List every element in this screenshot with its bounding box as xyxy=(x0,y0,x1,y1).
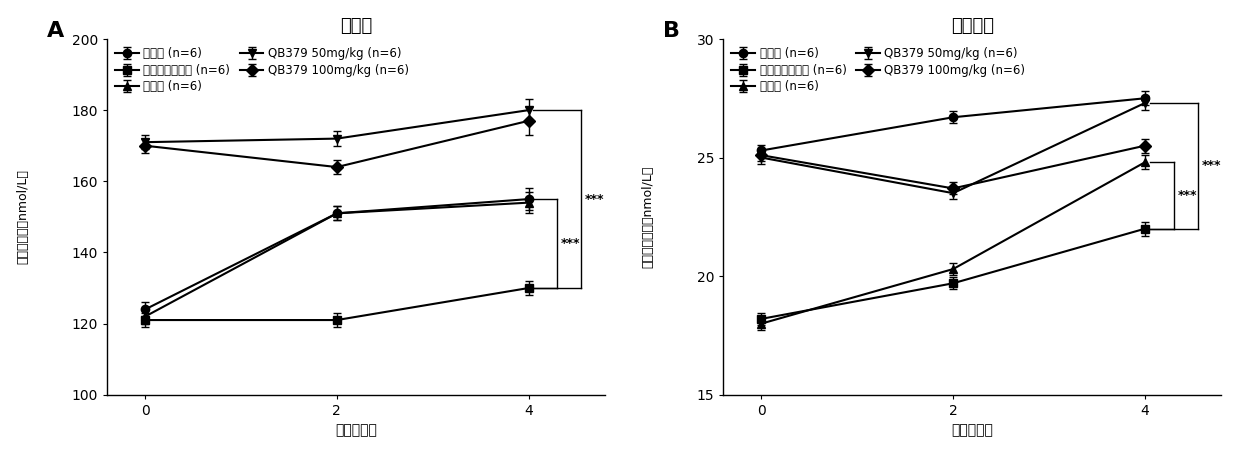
Legend: 正常组 (n=6), 环磷酰胺造模组 (n=6), 睾酷组 (n=6), QB379 50mg/kg (n=6), QB379 100mg/kg (n=6): 正常组 (n=6), 环磷酰胺造模组 (n=6), 睾酷组 (n=6), QB3… xyxy=(729,45,1028,96)
Text: ***: *** xyxy=(1202,159,1221,173)
Y-axis label: 游离睾酷产量（nmol/L）: 游离睾酷产量（nmol/L） xyxy=(642,166,655,268)
Title: 游离睾酷: 游离睾酷 xyxy=(951,17,993,35)
Text: A: A xyxy=(47,21,64,41)
Text: ***: *** xyxy=(562,237,580,250)
Text: B: B xyxy=(663,21,681,41)
Text: ***: *** xyxy=(585,192,605,206)
Legend: 正常组 (n=6), 环磷酰胺造模组 (n=6), 睾酷组 (n=6), QB379 50mg/kg (n=6), QB379 100mg/kg (n=6): 正常组 (n=6), 环磷酰胺造模组 (n=6), 睾酷组 (n=6), QB3… xyxy=(113,45,412,96)
Y-axis label: 总睾酷产量（nmol/L）: 总睾酷产量（nmol/L） xyxy=(16,169,30,264)
X-axis label: 时间（周）: 时间（周） xyxy=(951,423,993,437)
Title: 总睾酷: 总睾酷 xyxy=(340,17,372,35)
X-axis label: 时间（周）: 时间（周） xyxy=(335,423,377,437)
Text: ***: *** xyxy=(1178,189,1197,202)
